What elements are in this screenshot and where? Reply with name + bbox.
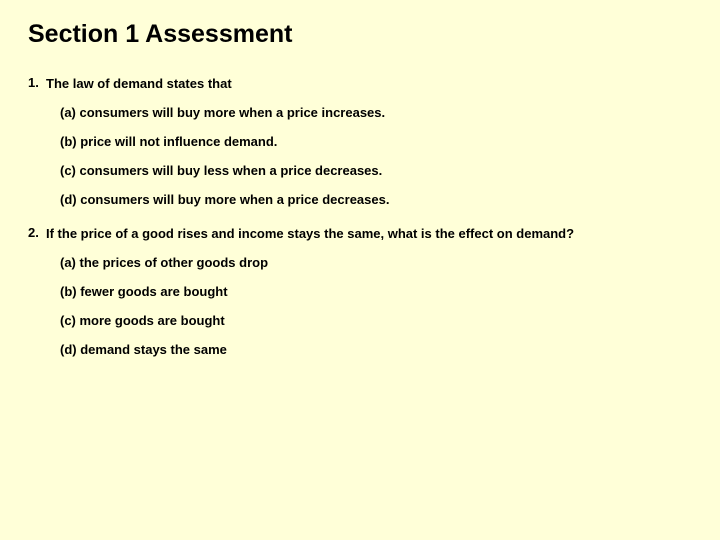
options-list: (a) the prices of other goods drop (b) f… bbox=[28, 255, 692, 359]
option-d: (d) demand stays the same bbox=[60, 342, 692, 359]
question-row: 2. If the price of a good rises and inco… bbox=[28, 225, 692, 243]
question-prompt: If the price of a good rises and income … bbox=[46, 225, 692, 243]
question-block-2: 2. If the price of a good rises and inco… bbox=[28, 225, 692, 359]
option-c: (c) more goods are bought bbox=[60, 313, 692, 330]
question-block-1: 1. The law of demand states that (a) con… bbox=[28, 75, 692, 209]
section-title: Section 1 Assessment bbox=[28, 20, 692, 49]
option-c: (c) consumers will buy less when a price… bbox=[60, 163, 692, 180]
question-number: 2. bbox=[28, 225, 46, 240]
option-b: (b) price will not influence demand. bbox=[60, 134, 692, 151]
question-prompt: The law of demand states that bbox=[46, 75, 692, 93]
options-list: (a) consumers will buy more when a price… bbox=[28, 105, 692, 209]
option-a: (a) the prices of other goods drop bbox=[60, 255, 692, 272]
option-a: (a) consumers will buy more when a price… bbox=[60, 105, 692, 122]
option-b: (b) fewer goods are bought bbox=[60, 284, 692, 301]
option-d: (d) consumers will buy more when a price… bbox=[60, 192, 692, 209]
question-number: 1. bbox=[28, 75, 46, 90]
question-row: 1. The law of demand states that bbox=[28, 75, 692, 93]
